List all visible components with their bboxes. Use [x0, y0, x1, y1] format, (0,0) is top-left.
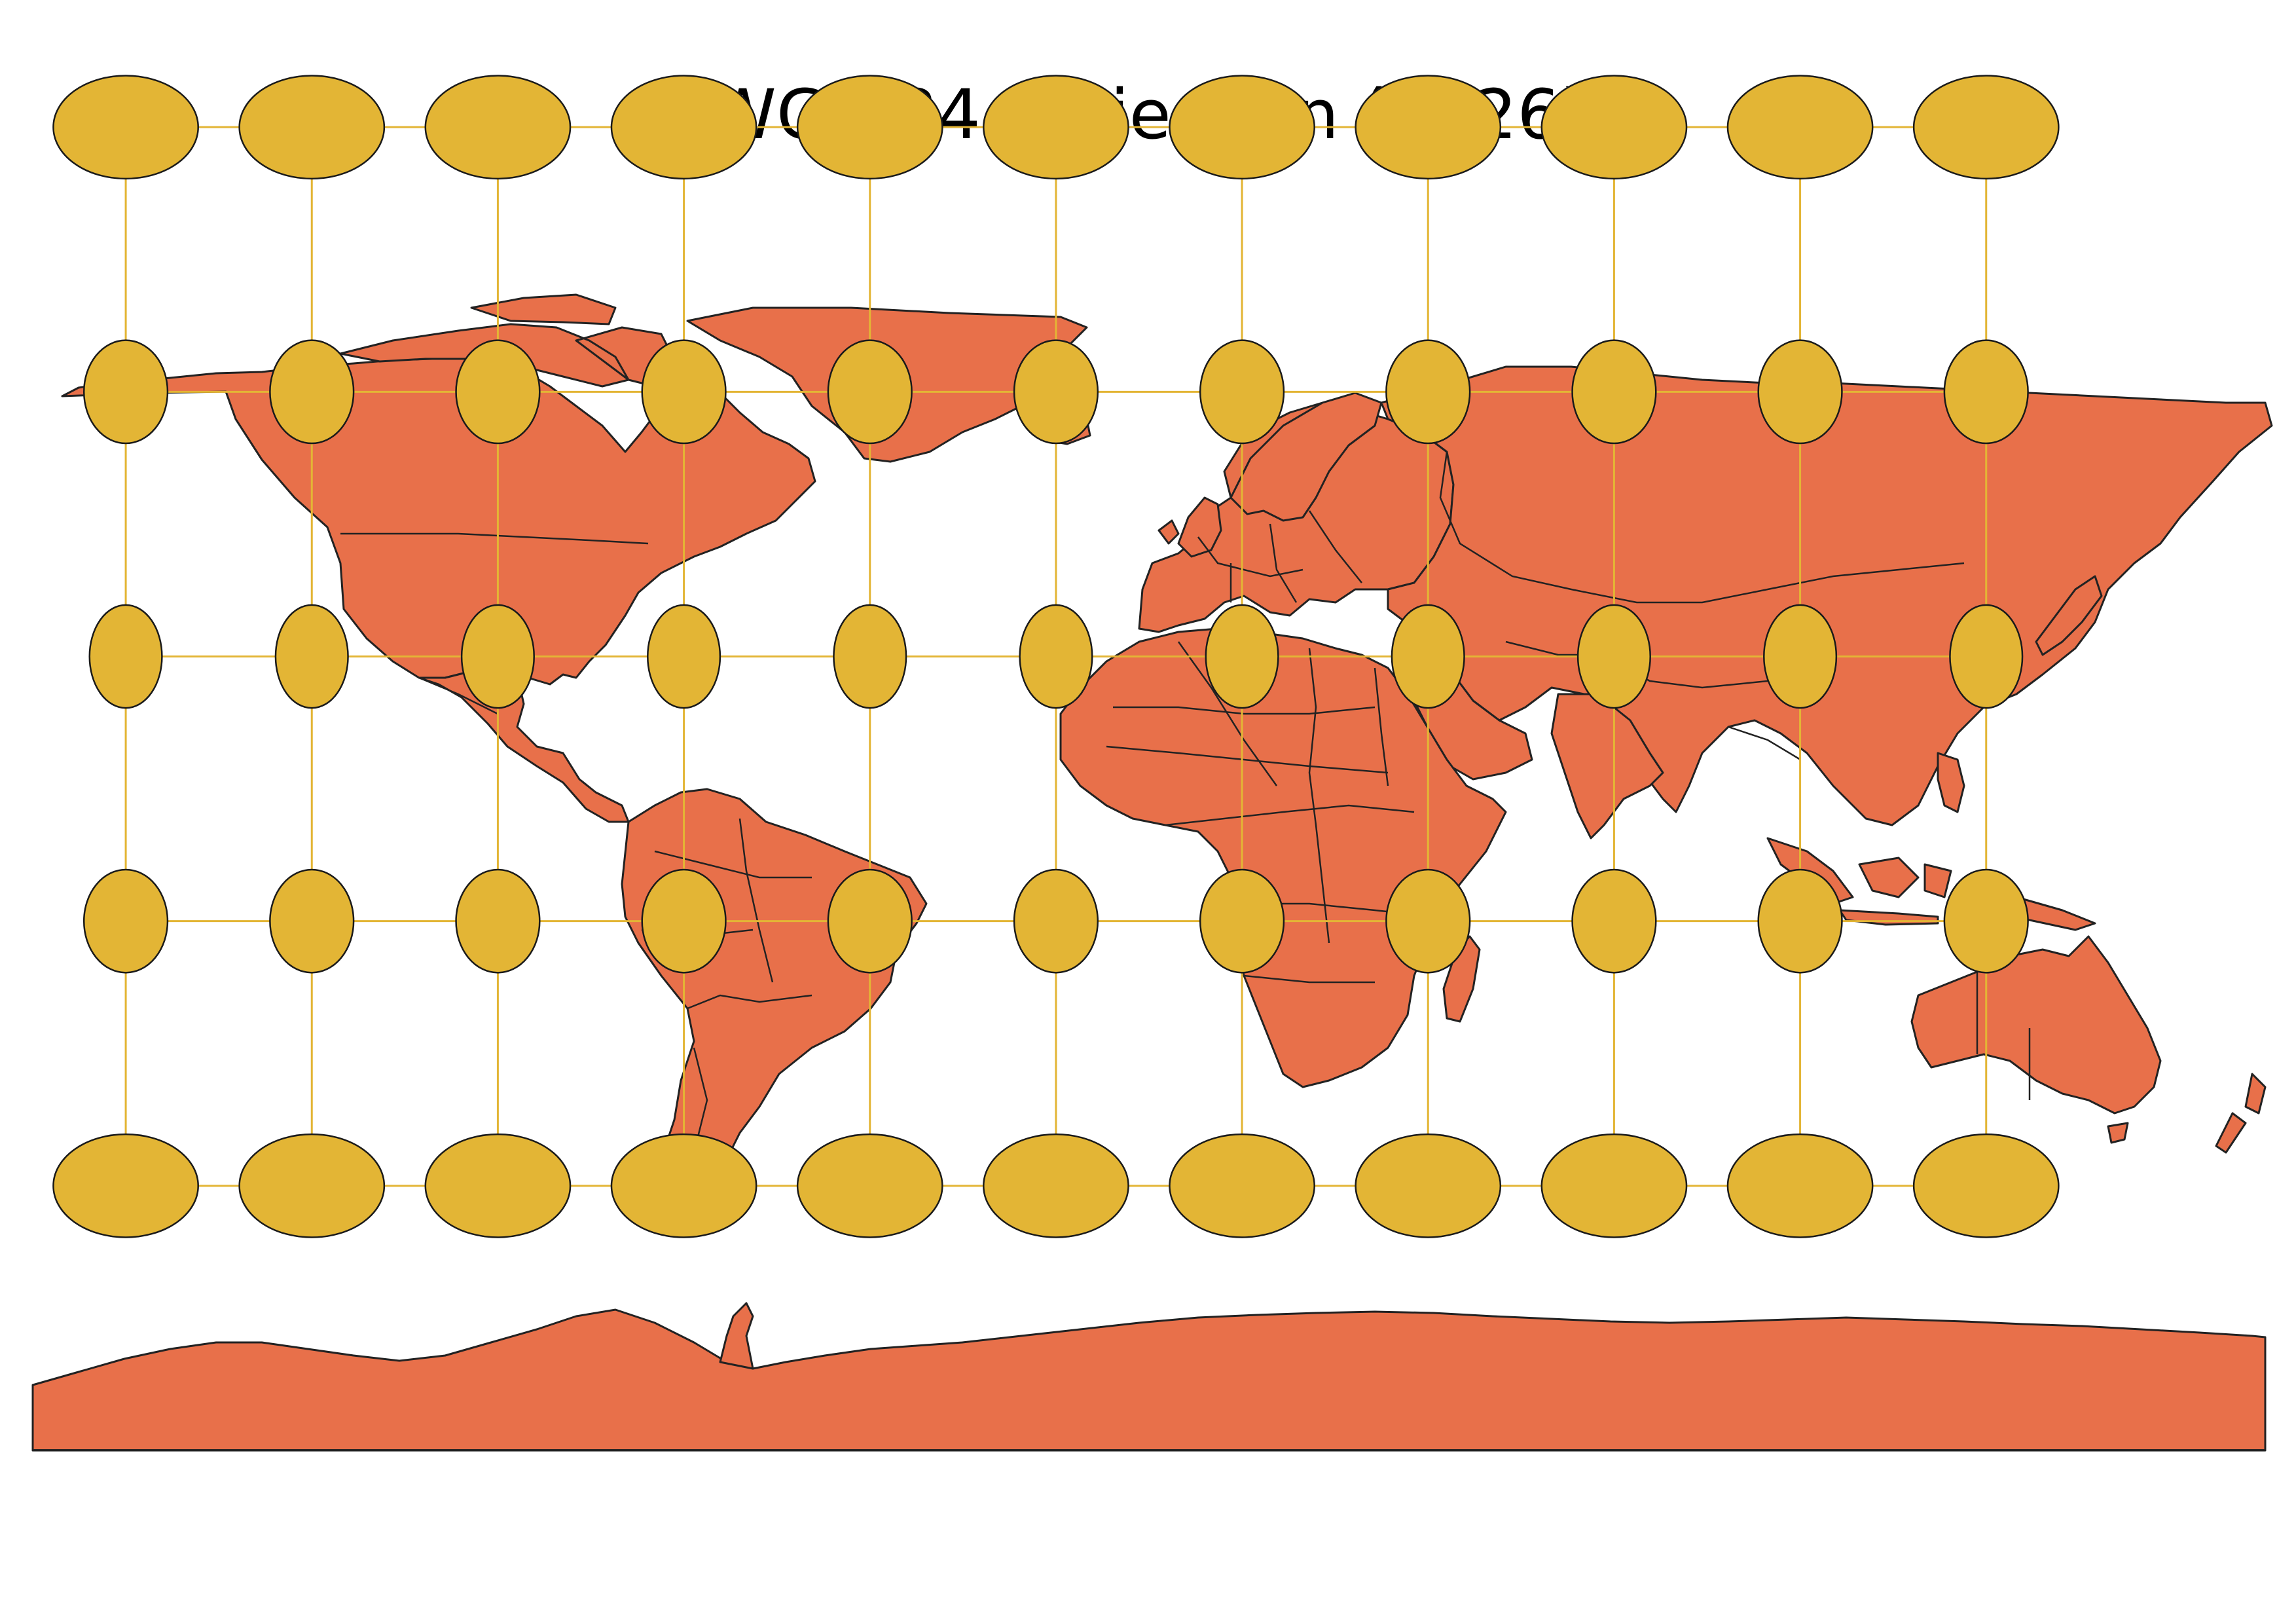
tissot-indicatrix[interactable] — [610, 1133, 757, 1238]
antarctica — [31, 1308, 2267, 1452]
tissot-indicatrix[interactable] — [1385, 339, 1471, 445]
antarctic-peninsula — [719, 1302, 754, 1370]
tissot-indicatrix[interactable] — [238, 75, 386, 180]
tissot-indicatrix[interactable] — [1912, 75, 2060, 180]
tissot-indicatrix[interactable] — [1943, 339, 2029, 445]
india — [1550, 693, 1664, 840]
tissot-indicatrix[interactable] — [1726, 1133, 1874, 1238]
tissot-indicatrix[interactable] — [983, 75, 1129, 180]
tissot-indicatrix[interactable] — [1013, 339, 1099, 445]
tissot-indicatrix[interactable] — [1019, 604, 1093, 709]
tissot-indicatrix[interactable] — [424, 75, 572, 180]
tissot-indicatrix[interactable] — [1199, 339, 1285, 445]
tissot-indicatrix[interactable] — [82, 339, 169, 445]
tissot-indicatrix[interactable] — [238, 1133, 386, 1238]
philippines — [1937, 752, 1965, 813]
tissot-indicatrix[interactable] — [1199, 868, 1285, 974]
tasmania — [2107, 1122, 2129, 1144]
tissot-indicatrix[interactable] — [424, 1133, 572, 1238]
tissot-indicatrix[interactable] — [1763, 604, 1838, 709]
tissot-indicatrix[interactable] — [1013, 868, 1099, 974]
tissot-indicatrix[interactable] — [1205, 604, 1279, 709]
tissot-indicatrix[interactable] — [833, 604, 907, 709]
tissot-indicatrix[interactable] — [88, 604, 163, 709]
tissot-indicatrix[interactable] — [52, 1133, 199, 1238]
tissot-indicatrix[interactable] — [1912, 1133, 2060, 1238]
tissot-indicatrix[interactable] — [269, 868, 355, 974]
map-bottom-edge — [33, 1449, 2265, 1451]
tissot-indicatrix[interactable] — [455, 339, 541, 445]
tissot-indicatrix[interactable] — [1943, 868, 2029, 974]
tissot-indicatrix[interactable] — [1576, 604, 1651, 709]
tissot-indicatrix[interactable] — [1385, 868, 1471, 974]
australia — [1910, 935, 2162, 1115]
tissot-indicatrix[interactable] — [610, 75, 757, 180]
tissot-indicatrix[interactable] — [1726, 75, 1874, 180]
tissot-indicatrix[interactable] — [827, 339, 913, 445]
tissot-indicatrix[interactable] — [269, 339, 355, 445]
tissot-indicatrix[interactable] — [1757, 868, 1843, 974]
tissot-indicatrix[interactable] — [1540, 1133, 1688, 1238]
japan — [2035, 575, 2103, 656]
madagascar — [1442, 935, 1481, 1023]
tissot-indicatrix[interactable] — [1571, 339, 1657, 445]
tissot-indicatrix[interactable] — [796, 1133, 943, 1238]
tissot-indicatrix[interactable] — [1355, 75, 1502, 180]
tissot-indicatrix[interactable] — [641, 339, 727, 445]
tissot-indicatrix[interactable] — [647, 604, 721, 709]
tissot-indicatrix[interactable] — [1757, 339, 1843, 445]
tissot-indicatrix[interactable] — [1540, 75, 1688, 180]
tissot-indicatrix[interactable] — [1355, 1133, 1502, 1238]
tissot-indicatrix[interactable] — [1949, 604, 2024, 709]
tissot-indicatrices — [52, 75, 2060, 1238]
tissot-indicatrix[interactable] — [455, 868, 541, 974]
tissot-indicatrix[interactable] — [1391, 604, 1465, 709]
tissot-indicatrix[interactable] — [1571, 868, 1657, 974]
tissot-indicatrix[interactable] — [52, 75, 199, 180]
tissot-indicatrix[interactable] — [82, 868, 169, 974]
land-layer — [31, 293, 2273, 1452]
tissot-indicatrix[interactable] — [460, 604, 535, 709]
tissot-indicatrix[interactable] — [827, 868, 913, 974]
tissot-indicatrix[interactable] — [983, 1133, 1129, 1238]
tissot-indicatrix[interactable] — [1169, 75, 1315, 180]
new-zealand — [2215, 1073, 2267, 1154]
arctic-islands — [339, 293, 676, 388]
tissot-indicatrix[interactable] — [641, 868, 727, 974]
tissot-indicatrix[interactable] — [796, 75, 943, 180]
british-isles — [1157, 496, 1222, 558]
tissot-indicatrix[interactable] — [274, 604, 349, 709]
tissot-indicatrix[interactable] — [1169, 1133, 1315, 1238]
scandinavia — [1230, 392, 1383, 522]
